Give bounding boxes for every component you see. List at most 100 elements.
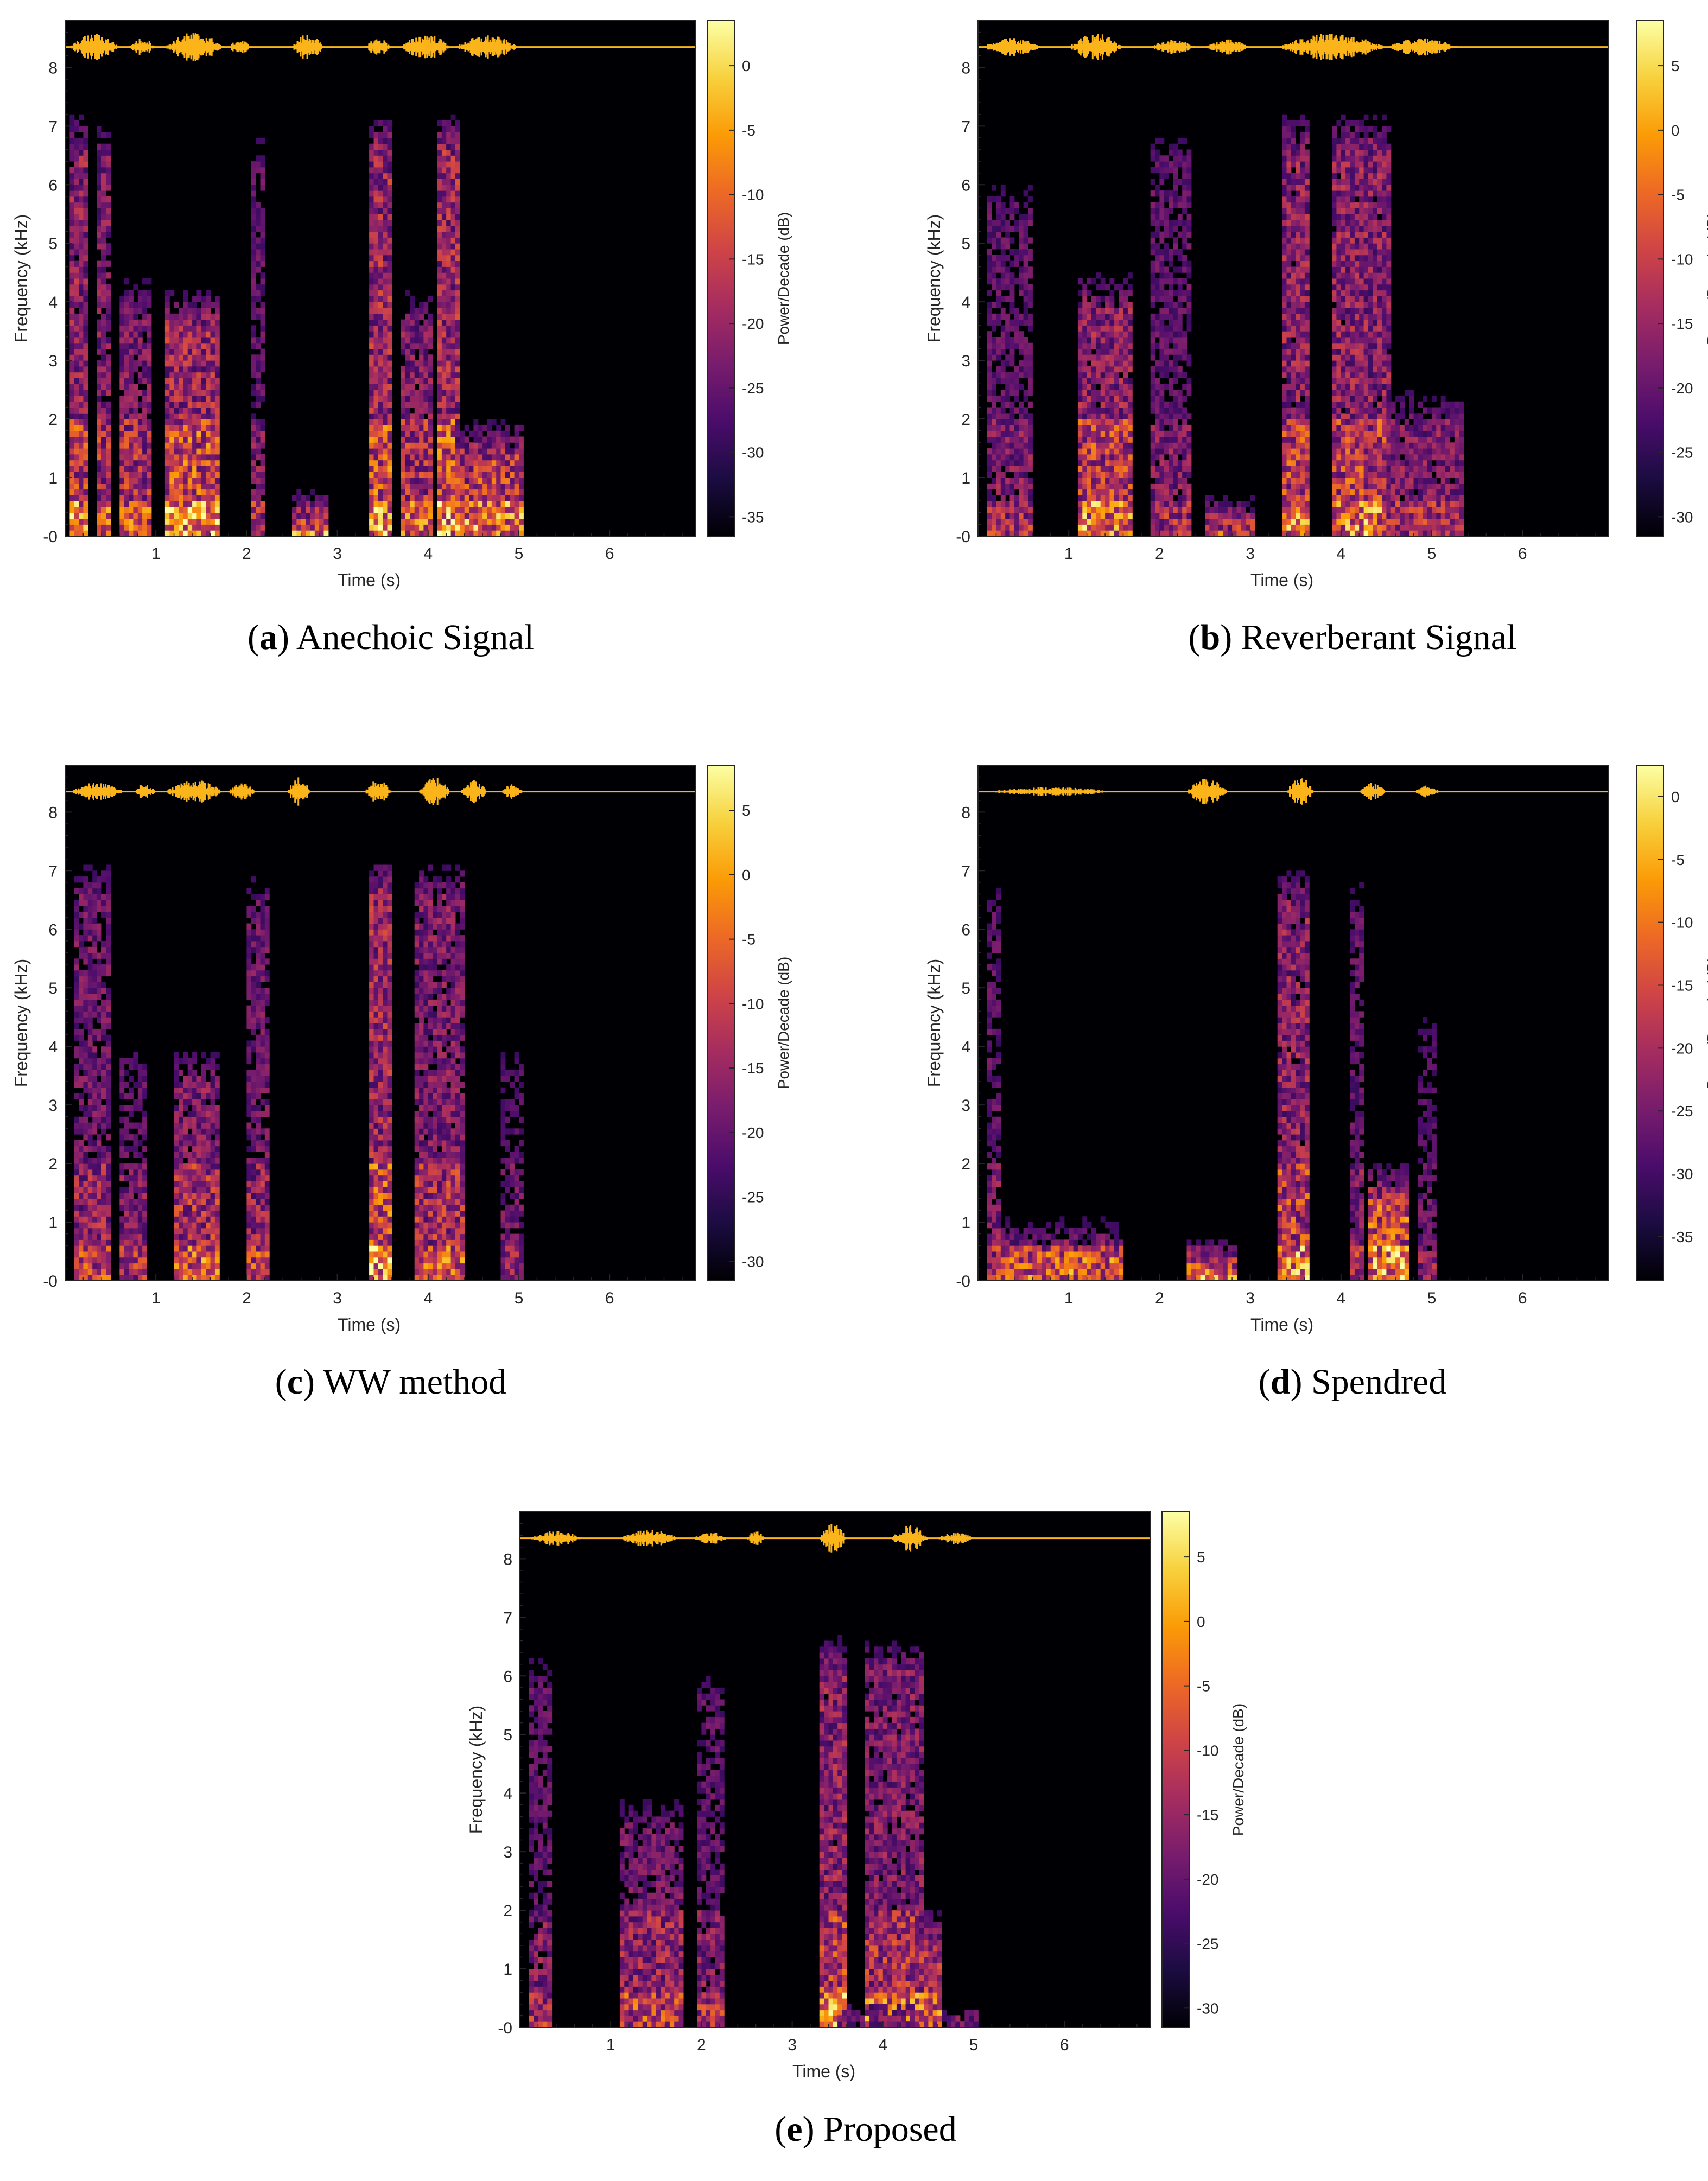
spectrogram-cell <box>74 460 79 466</box>
spectrogram-cell <box>256 155 261 162</box>
spectrogram-cell <box>1023 337 1028 344</box>
spectrogram-cell <box>1150 378 1155 384</box>
spectrogram-cell <box>992 337 996 344</box>
spectrogram-cell <box>1023 266 1028 273</box>
spectrogram-cell <box>441 255 447 262</box>
spectrogram-cell <box>256 220 261 226</box>
spectrogram-cell <box>478 442 483 449</box>
spectrogram-cell <box>369 260 374 267</box>
spectrogram-cell <box>401 442 406 449</box>
spectrogram-cell <box>478 483 483 490</box>
spectrogram-cell <box>1014 460 1019 466</box>
spectrogram-cell <box>101 208 106 214</box>
spectrogram-cell <box>187 319 193 326</box>
spectrogram-cell <box>410 448 415 455</box>
spectrogram-cell <box>210 454 215 461</box>
spectrogram-cell <box>74 530 79 537</box>
spectrogram-cell <box>192 378 197 384</box>
spectrogram-cell <box>1286 448 1292 455</box>
spectrogram-cell <box>196 372 202 378</box>
spectrogram-cell <box>441 272 447 279</box>
spectrogram-cell <box>1114 524 1119 531</box>
spectrogram-cell <box>383 390 388 396</box>
spectrogram-cell <box>405 424 410 431</box>
spectrogram-cell <box>1169 202 1173 208</box>
spectrogram-cell <box>79 501 84 507</box>
spectrogram-cell <box>69 220 75 226</box>
spectrogram-cell <box>1169 413 1173 419</box>
spectrogram-cell <box>133 342 138 349</box>
spectrogram-cell <box>1087 290 1092 296</box>
spectrogram-cell <box>1109 342 1115 349</box>
spectrogram-cell <box>419 489 424 495</box>
spectrogram-cell <box>1164 313 1169 320</box>
spectrogram-cell <box>1127 407 1133 414</box>
spectrogram-cell <box>74 413 79 419</box>
spectrogram-cell <box>378 407 383 414</box>
spectrogram-cell <box>142 360 147 367</box>
spectrogram-cell <box>441 348 447 355</box>
spectrogram-cell <box>1150 325 1155 332</box>
spectrogram-cell <box>473 454 479 461</box>
spectrogram-cell <box>137 424 143 431</box>
spectrogram-cell <box>1087 489 1092 495</box>
spectrogram-cell <box>387 501 392 507</box>
spectrogram-cell <box>455 290 460 296</box>
spectrogram-cell <box>1164 384 1169 390</box>
spectrogram-cell <box>1082 331 1088 338</box>
spectrogram-cell <box>514 460 519 466</box>
spectrogram-cell <box>147 507 152 513</box>
spectrogram-cell <box>383 466 388 472</box>
spectrogram-cell <box>383 296 388 302</box>
spectrogram-cell <box>419 524 424 531</box>
spectrogram-cell <box>1091 325 1096 332</box>
spectrogram-cell <box>1169 466 1173 472</box>
spectrogram-cell <box>369 202 374 208</box>
spectrogram-cell <box>1286 190 1292 197</box>
spectrogram-cell <box>1105 495 1110 501</box>
spectrogram-cell <box>987 512 992 519</box>
spectrogram-cell <box>460 501 465 507</box>
spectrogram-cell <box>455 149 460 156</box>
spectrogram-cell <box>192 302 197 308</box>
spectrogram-cell <box>373 325 379 332</box>
spectrogram-cell <box>1077 360 1083 367</box>
spectrogram-cell <box>256 225 261 232</box>
spectrogram-cell <box>1155 260 1160 267</box>
spectrogram-cell <box>1100 378 1106 384</box>
spectrogram-cell <box>1127 512 1133 519</box>
spectrogram-cell <box>147 530 152 537</box>
spectrogram-cell <box>174 378 179 384</box>
spectrogram-cell <box>106 378 111 384</box>
spectrogram-cell <box>174 348 179 355</box>
spectrogram-cell <box>1005 231 1011 238</box>
spectrogram-cell <box>147 495 152 501</box>
spectrogram-cell <box>996 419 1001 425</box>
spectrogram-cell <box>179 354 183 361</box>
spectrogram-cell <box>446 530 452 537</box>
spectrogram-cell <box>1286 360 1292 367</box>
spectrogram-cell <box>496 512 501 519</box>
spectrogram-cell <box>1155 278 1160 285</box>
spectrogram-cell <box>491 460 497 466</box>
spectrogram-cell <box>405 419 410 425</box>
spectrogram-cell <box>387 478 392 484</box>
spectrogram-cell <box>1150 366 1155 373</box>
spectrogram-cell <box>124 296 129 302</box>
spectrogram-cell <box>251 214 256 220</box>
spectrogram-cell <box>1150 220 1155 226</box>
spectrogram-cell <box>124 512 129 519</box>
spectrogram-cell <box>992 390 996 396</box>
spectrogram-cell <box>1109 407 1115 414</box>
spectrogram-cell <box>1177 348 1183 355</box>
spectrogram-cell <box>1100 507 1106 513</box>
spectrogram-cell <box>74 167 79 174</box>
spectrogram-cell <box>1082 507 1088 513</box>
spectrogram-cell <box>124 478 129 484</box>
spectrogram-cell <box>441 413 447 419</box>
spectrogram-cell <box>1173 185 1178 191</box>
spectrogram-cell <box>996 395 1001 402</box>
spectral-segment <box>1205 495 1255 537</box>
spectrogram-cell <box>129 348 134 355</box>
spectrogram-cell <box>79 460 84 466</box>
